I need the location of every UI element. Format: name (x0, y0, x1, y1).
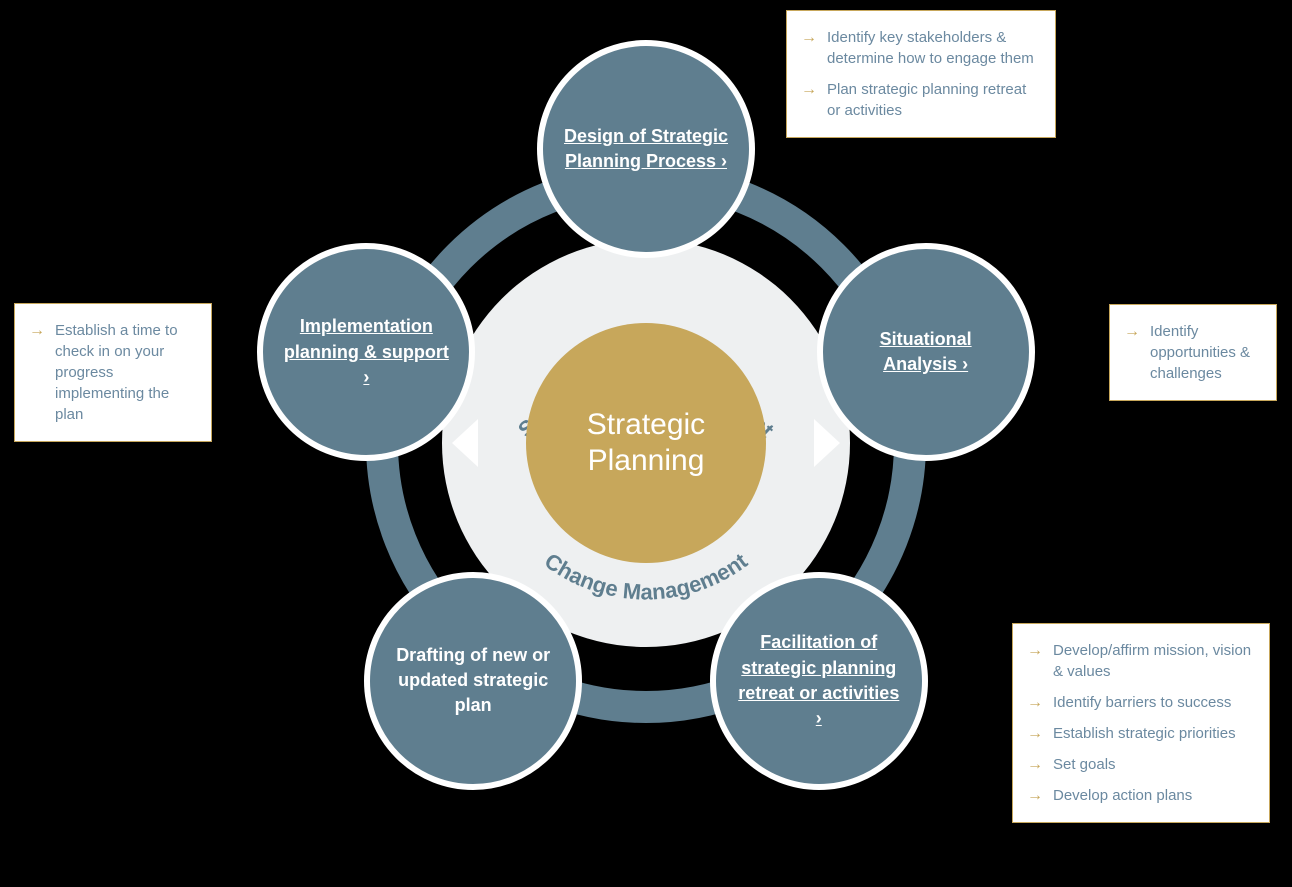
callout-situational: Identify opportunities & challenges (1109, 304, 1277, 401)
callout-implementation: Establish a time to check in on your pro… (14, 303, 212, 442)
callout-item: Identify barriers to success (1027, 692, 1253, 713)
node-facilitation[interactable]: Facilitation of strategic planning retre… (710, 572, 928, 790)
center-title-line1: Strategic (587, 407, 705, 443)
node-situational[interactable]: Situational Analysis › (817, 243, 1035, 461)
callout-item: Plan strategic planning retreat or activ… (801, 79, 1039, 121)
callout-list: Identify opportunities & challenges (1124, 321, 1260, 384)
node-label: Drafting of new or updated strategic pla… (390, 643, 556, 719)
callout-item: Identify key stakeholders & determine ho… (801, 27, 1039, 69)
callout-list: Establish a time to check in on your pro… (29, 320, 195, 425)
callout-item: Develop action plans (1027, 785, 1253, 806)
center-circle: Strategic Planning (526, 323, 766, 563)
callout-item: Establish strategic priorities (1027, 723, 1253, 744)
callout-list: Develop/affirm mission, vision & values I… (1027, 640, 1253, 806)
callout-item: Set goals (1027, 754, 1253, 775)
callout-facilitation: Develop/affirm mission, vision & values I… (1012, 623, 1270, 823)
callout-design: Identify key stakeholders & determine ho… (786, 10, 1056, 138)
callout-list: Identify key stakeholders & determine ho… (801, 27, 1039, 121)
node-label: Situational Analysis › (843, 327, 1009, 377)
callout-item: Establish a time to check in on your pro… (29, 320, 195, 425)
callout-item: Develop/affirm mission, vision & values (1027, 640, 1253, 682)
node-drafting: Drafting of new or updated strategic pla… (364, 572, 582, 790)
node-label: Implementation planning & support › (283, 314, 449, 390)
center-title-line2: Planning (588, 443, 705, 479)
strategic-planning-diagram: Stakeholder Engagement Change Management… (246, 43, 1046, 843)
callout-item: Identify opportunities & challenges (1124, 321, 1260, 384)
node-label: Facilitation of strategic planning retre… (736, 630, 902, 731)
node-implementation[interactable]: Implementation planning & support › (257, 243, 475, 461)
node-design[interactable]: Design of Strategic Planning Process › (537, 40, 755, 258)
node-label: Design of Strategic Planning Process › (563, 124, 729, 174)
